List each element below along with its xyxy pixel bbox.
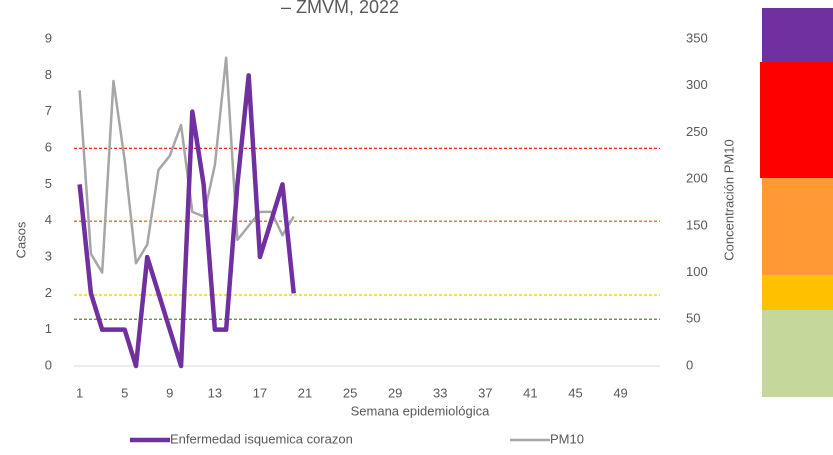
y2-axis-label: Concentración PM10 — [721, 139, 736, 260]
x-tick-label: 33 — [433, 385, 447, 400]
scale-band — [762, 8, 833, 62]
y-tick-label: 8 — [45, 67, 52, 82]
y2-tick-label: 200 — [686, 171, 708, 186]
x-axis-label: Semana epidemiológica — [351, 403, 491, 418]
x-tick-label: 25 — [343, 385, 357, 400]
y-tick-label: 4 — [45, 212, 52, 227]
y2-tick-label: 50 — [686, 311, 700, 326]
y-tick-label: 2 — [45, 285, 52, 300]
x-tick-label: 49 — [613, 385, 627, 400]
x-tick-label: 45 — [568, 385, 582, 400]
x-tick-label: 13 — [208, 385, 222, 400]
legend-label: PM10 — [550, 431, 584, 446]
series-line — [77, 73, 296, 369]
x-tick-label: 29 — [388, 385, 402, 400]
y2-tick-label: 100 — [686, 264, 708, 279]
y2-tick-label: 300 — [686, 77, 708, 92]
y-tick-label: 1 — [45, 321, 52, 336]
y-axis-label: Casos — [13, 221, 28, 258]
y-tick-label: 5 — [45, 176, 52, 191]
x-tick-label: 21 — [298, 385, 312, 400]
y-tick-label: 3 — [45, 248, 52, 263]
scale-band — [762, 178, 833, 275]
x-tick-label: 9 — [166, 385, 173, 400]
y2-tick-label: 0 — [686, 357, 693, 372]
scale-band — [762, 310, 833, 397]
y-tick-label: 6 — [45, 139, 52, 154]
y2-tick-label: 250 — [686, 124, 708, 139]
scale-band — [762, 275, 833, 310]
y-tick-label: 7 — [45, 103, 52, 118]
x-tick-label: 5 — [121, 385, 128, 400]
x-tick-label: 1 — [76, 385, 83, 400]
x-tick-label: 41 — [523, 385, 537, 400]
y2-tick-label: 350 — [686, 30, 708, 45]
legend-label: Enfermedad isquemica corazon — [170, 431, 353, 446]
x-tick-label: 17 — [253, 385, 267, 400]
y2-tick-label: 150 — [686, 217, 708, 232]
aqi-scale — [760, 8, 833, 397]
chart-title: – ZMVM, 2022 — [281, 0, 399, 17]
y-tick-label: 9 — [45, 30, 52, 45]
x-tick-label: 37 — [478, 385, 492, 400]
scale-band — [760, 62, 833, 178]
y-tick-label: 0 — [45, 357, 52, 372]
